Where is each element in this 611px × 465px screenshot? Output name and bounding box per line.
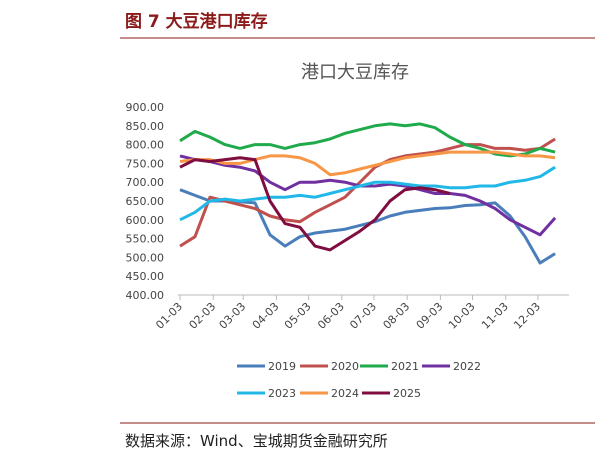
- x-tick-label: 01-03: [153, 300, 185, 332]
- series-line: [179, 150, 556, 177]
- series-line: [179, 154, 557, 237]
- x-tick-label: 05-03: [282, 300, 314, 332]
- x-tick-label: 04-03: [250, 300, 282, 332]
- x-tick-label: 10-03: [446, 300, 478, 332]
- x-tick-label: 08-03: [381, 300, 413, 332]
- series-line: [179, 165, 556, 222]
- legend-label: 2019: [268, 360, 296, 373]
- chart-title: 港口大豆库存: [301, 62, 409, 83]
- y-tick-label: 750.00: [126, 157, 165, 170]
- series-line: [179, 156, 451, 252]
- x-tick-label: 03-03: [217, 300, 249, 332]
- x-tick-label: 12-03: [511, 300, 543, 332]
- x-tick-label: 02-03: [187, 300, 219, 332]
- x-tick-label: 07-03: [347, 300, 379, 332]
- figure-title: 图 7 大豆港口库存: [125, 11, 268, 32]
- x-tick-label: 09-03: [414, 300, 446, 332]
- y-tick-label: 800.00: [126, 139, 165, 152]
- legend-label: 2025: [393, 387, 421, 400]
- y-tick-label: 700.00: [126, 176, 165, 189]
- y-tick-label: 900.00: [126, 101, 165, 114]
- legend-label: 2023: [268, 387, 296, 400]
- y-tick-label: 550.00: [126, 233, 165, 246]
- y-tick-label: 850.00: [126, 120, 165, 133]
- y-tick-label: 500.00: [126, 251, 165, 264]
- y-tick-label: 450.00: [126, 270, 165, 283]
- y-tick-label: 650.00: [126, 195, 165, 208]
- x-tick-label: 11-03: [479, 300, 511, 332]
- legend-label: 2021: [391, 360, 419, 373]
- source-note: 数据来源：Wind、宝城期货金融研究所: [125, 432, 388, 450]
- legend-label: 2022: [453, 360, 481, 373]
- legend-label: 2020: [331, 360, 359, 373]
- x-tick-label: 06-03: [315, 300, 347, 332]
- legend-label: 2024: [331, 387, 359, 400]
- y-tick-label: 400.00: [126, 289, 165, 302]
- series-line: [179, 137, 556, 248]
- y-tick-label: 600.00: [126, 214, 165, 227]
